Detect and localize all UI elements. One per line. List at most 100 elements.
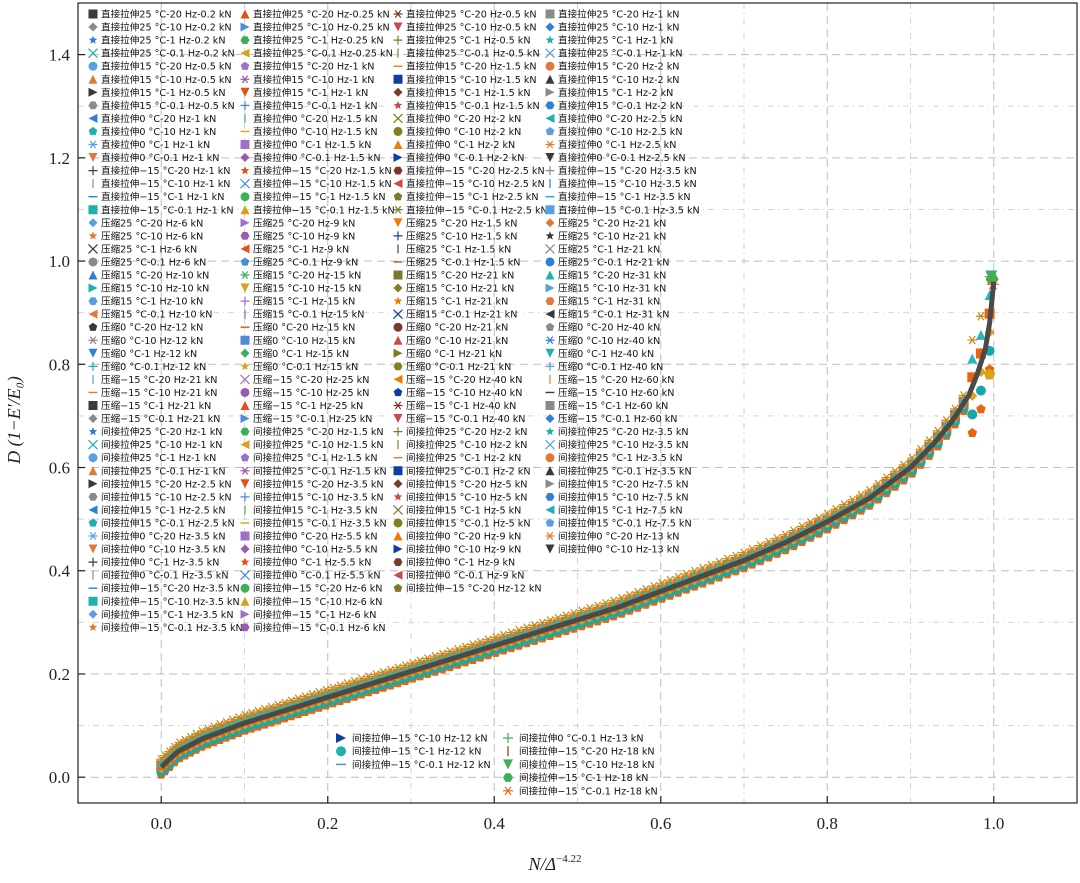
data-point bbox=[600, 598, 611, 608]
legend-label: 直接拉伸0 °C-20 Hz-1 kN bbox=[101, 113, 216, 125]
data-point bbox=[320, 685, 331, 695]
legend-marker bbox=[393, 427, 403, 437]
legend-label: 间接拉伸−15 °C-10 Hz-12 kN bbox=[352, 733, 488, 745]
legend-label: 直接拉伸0 °C-1 Hz-2 kN bbox=[406, 139, 515, 151]
legend-marker bbox=[393, 283, 403, 293]
legend-label: 直接拉伸25 °C-1 Hz-0.2 kN bbox=[101, 35, 226, 47]
legend-label: 压缩25 °C-10 Hz-21 kN bbox=[558, 230, 666, 242]
legend-marker bbox=[240, 257, 250, 266]
data-point bbox=[624, 590, 635, 600]
data-point bbox=[467, 640, 478, 649]
legend-marker bbox=[545, 479, 555, 489]
legend-marker bbox=[545, 466, 555, 476]
legend-label: 间接拉伸15 °C-1 Hz-7.5 kN bbox=[558, 504, 683, 516]
legend-label: 间接拉伸0 °C-1 Hz-9 kN bbox=[406, 557, 515, 569]
legend-marker bbox=[240, 166, 250, 175]
legend-marker bbox=[336, 746, 346, 757]
legend-label: 压缩15 °C-10 Hz-31 kN bbox=[558, 283, 666, 295]
legend-marker bbox=[88, 453, 98, 463]
legend-label: 间接拉伸25 °C-0.1 Hz-1 kN bbox=[101, 465, 226, 477]
legend-marker bbox=[240, 531, 250, 541]
legend-label: 压缩0 °C-10 Hz-12 kN bbox=[101, 335, 203, 347]
legend-label: 压缩15 °C-0.1 Hz-21 kN bbox=[406, 309, 517, 321]
legend-marker bbox=[545, 348, 555, 358]
legend-marker bbox=[88, 348, 98, 358]
legend-marker bbox=[393, 10, 403, 18]
legend-marker bbox=[393, 74, 403, 84]
legend-marker bbox=[545, 544, 555, 554]
legend-label: 压缩25 °C-1 Hz-9 kN bbox=[253, 243, 349, 255]
legend-label: 间接拉伸15 °C-0.1 Hz-5 kN bbox=[406, 517, 531, 529]
legend-marker bbox=[88, 518, 98, 527]
legend-marker bbox=[545, 309, 555, 319]
legend-marker bbox=[240, 153, 250, 163]
data-point bbox=[822, 509, 833, 519]
legend-label: 压缩15 °C-1 Hz-15 kN bbox=[253, 296, 355, 308]
legend-label: 直接拉伸25 °C-0.1 Hz-0.25 kN bbox=[253, 48, 393, 60]
data-point bbox=[714, 557, 725, 567]
data-point bbox=[985, 270, 998, 283]
legend-label: 直接拉伸−15 °C-10 Hz-3.5 kN bbox=[558, 178, 697, 190]
legend-marker bbox=[240, 570, 250, 581]
legend-marker bbox=[393, 35, 403, 45]
legend-marker bbox=[393, 414, 403, 424]
legend-label: 间接拉伸0 °C-0.1 Hz-3.5 kN bbox=[101, 570, 229, 582]
data-point bbox=[252, 706, 263, 716]
legend-marker bbox=[240, 48, 250, 58]
legend-label: 直接拉伸0 °C-20 Hz-2 kN bbox=[406, 113, 521, 125]
legend-label: 间接拉伸−15 °C-10 Hz-6 kN bbox=[253, 596, 382, 608]
legend-marker bbox=[240, 296, 250, 306]
legend-marker bbox=[88, 48, 98, 59]
data-point bbox=[780, 530, 791, 540]
legend-label: 压缩−15 °C-20 Hz-25 kN bbox=[253, 374, 369, 386]
legend-label: 压缩0 °C-0.1 Hz-40 kN bbox=[558, 361, 663, 373]
legend-label: 直接拉伸−15 °C-1 Hz-1 kN bbox=[101, 191, 224, 203]
legend-marker bbox=[545, 257, 555, 267]
data-point bbox=[429, 651, 440, 661]
legend-label: 间接拉伸0 °C-0.1 Hz-5.5 kN bbox=[253, 570, 381, 582]
legend-marker bbox=[88, 297, 98, 305]
data-point bbox=[545, 616, 556, 625]
legend-label: 间接拉伸15 °C-20 Hz-5 kN bbox=[406, 478, 527, 490]
legend-marker bbox=[545, 492, 555, 501]
y-tick-label: 0.6 bbox=[49, 459, 70, 478]
legend-label: 间接拉伸15 °C-20 Hz-7.5 kN bbox=[558, 478, 689, 490]
legend-label: 间接拉伸0 °C-10 Hz-9 kN bbox=[406, 544, 521, 556]
legend-label: 间接拉伸25 °C-0.1 Hz-2 kN bbox=[406, 465, 531, 477]
legend-label: 压缩0 °C-0.1 Hz-15 kN bbox=[253, 361, 358, 373]
legend-marker bbox=[545, 126, 555, 136]
legend-label: 间接拉伸−15 °C-20 Hz-18 kN bbox=[519, 746, 655, 758]
x-tick-label: 0.0 bbox=[151, 814, 172, 833]
legend-label: 间接拉伸15 °C-0.1 Hz-3.5 kN bbox=[253, 517, 387, 529]
legend-label: 直接拉伸25 °C-10 Hz-0.5 kN bbox=[406, 22, 537, 34]
legend-marker bbox=[240, 387, 250, 397]
legend-label: 间接拉伸25 °C-20 Hz-2 kN bbox=[406, 426, 527, 438]
legend-label: 压缩0 °C-0.1 Hz-21 kN bbox=[406, 361, 511, 373]
legend-label: 间接拉伸25 °C-10 Hz-2 kN bbox=[406, 439, 527, 451]
data-point bbox=[975, 385, 986, 396]
legend-marker bbox=[240, 361, 250, 370]
legend-marker bbox=[88, 544, 98, 554]
legend-marker bbox=[240, 466, 250, 475]
data-point bbox=[772, 533, 783, 543]
legend-label: 直接拉伸25 °C-10 Hz-0.25 kN bbox=[253, 22, 390, 34]
data-point bbox=[584, 603, 595, 613]
legend-label: 直接拉伸0 °C-1 Hz-1.5 kN bbox=[253, 139, 371, 151]
legend-label: 直接拉伸−15 °C-0.1 Hz-2.5 kN bbox=[406, 204, 548, 216]
legend-marker bbox=[393, 296, 403, 305]
legend-label: 直接拉伸25 °C-20 Hz-1 kN bbox=[558, 9, 679, 21]
legend-marker bbox=[393, 166, 403, 175]
legend-label: 直接拉伸0 °C-10 Hz-1 kN bbox=[101, 126, 216, 138]
legend-label: 间接拉伸25 °C-0.1 Hz-3.5 kN bbox=[558, 465, 692, 477]
legend-marker bbox=[88, 322, 98, 331]
data-point bbox=[975, 348, 986, 359]
legend-label: 直接拉伸0 °C-10 Hz-1.5 kN bbox=[253, 126, 378, 138]
legend-label: 直接拉伸15 °C-1 Hz-1 kN bbox=[253, 87, 368, 99]
legend-label: 压缩−15 °C-20 Hz-21 kN bbox=[101, 374, 217, 386]
data-point bbox=[983, 368, 996, 380]
legend-marker bbox=[240, 440, 250, 450]
data-point bbox=[259, 704, 270, 714]
legend-label: 压缩25 °C-0.1 Hz-6 kN bbox=[101, 256, 206, 268]
legend-label: 直接拉伸15 °C-20 Hz-1.5 kN bbox=[406, 61, 537, 73]
legend-label: 直接拉伸25 °C-1 Hz-0.5 kN bbox=[406, 35, 531, 47]
